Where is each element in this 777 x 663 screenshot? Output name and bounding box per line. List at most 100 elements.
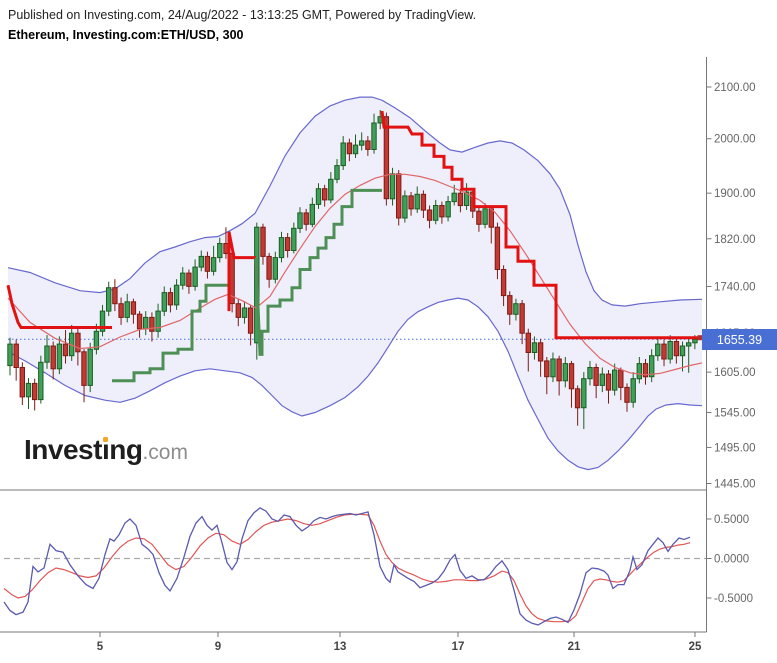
candle-body bbox=[593, 367, 599, 386]
candle-body bbox=[389, 173, 396, 200]
price-label: 1545.00 bbox=[714, 408, 756, 420]
candle-body bbox=[513, 303, 519, 315]
logo-orange-dot-icon bbox=[102, 437, 108, 442]
candlesticks bbox=[7, 110, 698, 430]
candle-body bbox=[62, 343, 69, 357]
candle-body bbox=[75, 332, 81, 353]
candle-body bbox=[328, 178, 334, 201]
candle-body bbox=[624, 386, 630, 403]
trend-up-segment bbox=[254, 188, 382, 356]
candle-body bbox=[605, 373, 612, 391]
price-label: 1605.00 bbox=[714, 367, 756, 379]
candle-body bbox=[309, 203, 316, 225]
candle-body bbox=[291, 227, 297, 252]
candle-body bbox=[445, 201, 451, 218]
candle-body bbox=[661, 343, 667, 360]
candle-body bbox=[198, 255, 205, 268]
candle-body bbox=[204, 255, 211, 272]
day-label: 17 bbox=[452, 641, 465, 653]
day-label: 21 bbox=[568, 641, 581, 653]
candle-body bbox=[167, 292, 174, 306]
candle-body bbox=[99, 310, 106, 332]
candle-body bbox=[463, 191, 470, 206]
day-label: 25 bbox=[689, 641, 702, 653]
candle-body bbox=[537, 342, 544, 362]
candle-body bbox=[44, 345, 50, 363]
candle-body bbox=[143, 316, 149, 330]
last-price-badge: 1655.39 bbox=[702, 329, 777, 350]
candle-body bbox=[32, 382, 38, 401]
candle-body bbox=[574, 388, 581, 409]
candle-body bbox=[278, 237, 285, 259]
candle-body bbox=[210, 257, 217, 272]
candle-body bbox=[599, 373, 605, 386]
candle-body bbox=[315, 188, 322, 205]
candle-body bbox=[426, 209, 433, 221]
logo-letter-i: ı bbox=[101, 434, 110, 465]
candle-body bbox=[334, 165, 340, 180]
bollinger-band-lines bbox=[7, 96, 703, 471]
candle-body bbox=[679, 345, 686, 357]
candle-body bbox=[500, 269, 507, 297]
candle-body bbox=[457, 192, 464, 207]
candle-body bbox=[38, 361, 44, 401]
price-label: 2000.00 bbox=[714, 134, 756, 146]
candle-body bbox=[667, 341, 673, 360]
candle-body bbox=[488, 208, 495, 228]
candle-body bbox=[161, 292, 168, 312]
candle-body bbox=[618, 369, 624, 388]
candle-body bbox=[494, 226, 501, 270]
trend-down-segment bbox=[380, 110, 700, 340]
logo-i-glyph: ı bbox=[101, 434, 110, 465]
candle-body bbox=[247, 307, 254, 334]
candle-body bbox=[303, 212, 309, 225]
candle-body bbox=[186, 272, 192, 287]
candle-body bbox=[544, 360, 550, 378]
oscillator-label: 0.5000 bbox=[714, 514, 749, 526]
candle-body bbox=[525, 332, 531, 354]
candle-body bbox=[686, 342, 692, 347]
investing-logo: Investı ng.com bbox=[24, 434, 188, 466]
candle-body bbox=[402, 195, 408, 219]
candle-body bbox=[433, 205, 439, 221]
candle-body bbox=[371, 122, 377, 150]
candle-body bbox=[136, 313, 143, 330]
day-label: 5 bbox=[97, 641, 104, 653]
candle-body bbox=[562, 363, 568, 382]
candle-body bbox=[340, 142, 346, 167]
candle-body bbox=[192, 266, 198, 287]
logo-text-part2: ng bbox=[109, 434, 143, 465]
candle-body bbox=[408, 195, 414, 210]
candle-body bbox=[556, 358, 562, 382]
candle-body bbox=[235, 303, 242, 318]
price-label: 2100.00 bbox=[714, 82, 756, 94]
trend-end-marker bbox=[697, 335, 703, 341]
candle-body bbox=[352, 144, 359, 155]
candle-body bbox=[241, 307, 248, 318]
candle-body bbox=[266, 255, 272, 280]
candle-body bbox=[93, 330, 100, 350]
price-label: 1495.00 bbox=[714, 442, 756, 454]
candle-body bbox=[636, 363, 642, 380]
trend-stop-lines bbox=[6, 110, 703, 383]
chart-axes: 2100.002000.001900.001820.001740.001665.… bbox=[0, 57, 756, 653]
candle-body bbox=[476, 210, 482, 225]
candle-body bbox=[519, 303, 525, 334]
candle-body bbox=[587, 367, 593, 380]
logo-text-part1: Invest bbox=[24, 434, 102, 465]
candle-body bbox=[155, 310, 161, 332]
candle-body bbox=[414, 193, 420, 210]
trend-down-segment bbox=[6, 284, 112, 329]
trend-up-segment bbox=[112, 283, 228, 383]
candle-body bbox=[322, 188, 328, 201]
candle-body bbox=[25, 382, 32, 398]
bollinger-lower-line bbox=[7, 297, 703, 471]
candle-body bbox=[50, 345, 56, 370]
price-label: 1900.00 bbox=[714, 188, 756, 200]
candle-body bbox=[272, 257, 279, 280]
candle-body bbox=[692, 338, 698, 344]
chart-title: Ethereum, Investing.com:ETH/USD, 300 bbox=[8, 28, 244, 42]
candle-body bbox=[451, 192, 457, 203]
candle-body bbox=[13, 343, 19, 369]
